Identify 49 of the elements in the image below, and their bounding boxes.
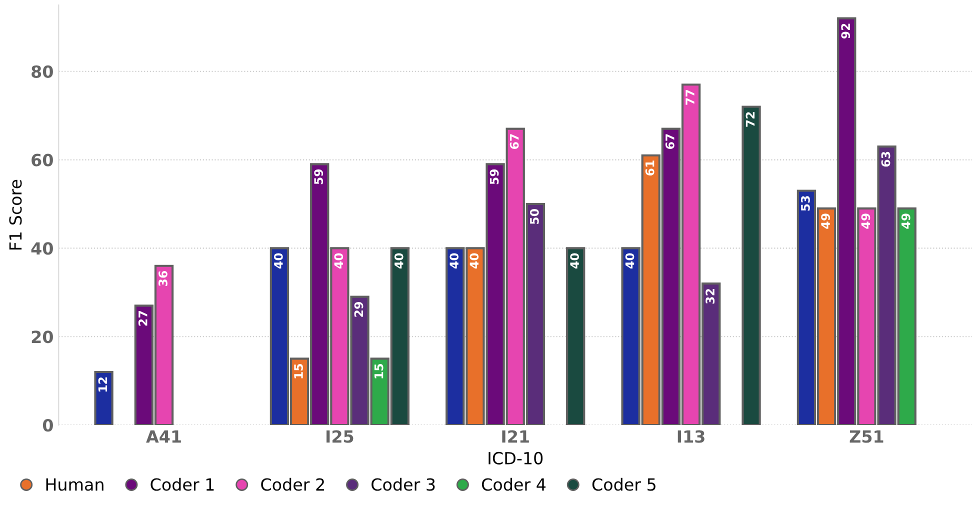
data-label: 49 (861, 214, 870, 229)
data-label: 67 (510, 134, 519, 149)
y-tick-label: 20 (32, 330, 53, 344)
x-tick-label: A41 (146, 430, 181, 443)
data-label: 72 (746, 112, 755, 127)
data-label: 27 (138, 311, 148, 326)
data-label: 92 (841, 24, 850, 39)
data-label: 63 (881, 152, 890, 167)
data-label: 61 (645, 160, 654, 176)
data-label: 59 (314, 169, 324, 184)
x-tick-label: Z51 (850, 430, 884, 443)
y-tick-label: 40 (31, 242, 53, 255)
legend-label: Coder 3 (372, 478, 435, 491)
data-label: 53 (800, 196, 810, 211)
data-label: 50 (530, 208, 539, 224)
data-label: 32 (706, 289, 715, 304)
data-label: 49 (821, 214, 830, 229)
data-label: 40 (274, 253, 283, 269)
x-tick-label: I25 (326, 430, 354, 443)
data-label: 36 (158, 270, 168, 286)
data-label: 12 (98, 377, 108, 392)
data-label: 67 (665, 134, 674, 149)
data-label: 59 (490, 169, 499, 184)
data-label: 29 (354, 302, 364, 317)
legend-label: Coder 5 (592, 478, 656, 491)
y-tick-label: 0 (42, 419, 53, 432)
y-axis-title: F1 Score (9, 180, 22, 250)
data-label: 40 (625, 253, 634, 269)
bar (566, 247, 586, 426)
data-label: 40 (450, 253, 459, 269)
data-label: 40 (470, 253, 479, 269)
data-label: 40 (334, 253, 344, 269)
data-label: 15 (374, 364, 384, 378)
data-label: 40 (394, 253, 404, 269)
data-label: 40 (570, 253, 580, 269)
y-tick-label: 60 (32, 154, 53, 166)
legend-label: Coder 4 (482, 478, 546, 491)
data-label: 49 (901, 214, 910, 229)
data-label: 15 (294, 364, 303, 378)
bar (742, 106, 761, 426)
x-tick-label: I13 (678, 430, 704, 443)
legend-label: Human (46, 478, 104, 491)
bar (94, 370, 114, 426)
data-label: 77 (686, 90, 694, 105)
x-axis-title: ICD-10 (488, 452, 543, 464)
y-tick-label: 80 (32, 65, 53, 78)
legend-label: Coder 2 (261, 478, 324, 491)
legend-label: Coder 1 (150, 478, 214, 491)
x-tick-label: I21 (502, 430, 529, 443)
